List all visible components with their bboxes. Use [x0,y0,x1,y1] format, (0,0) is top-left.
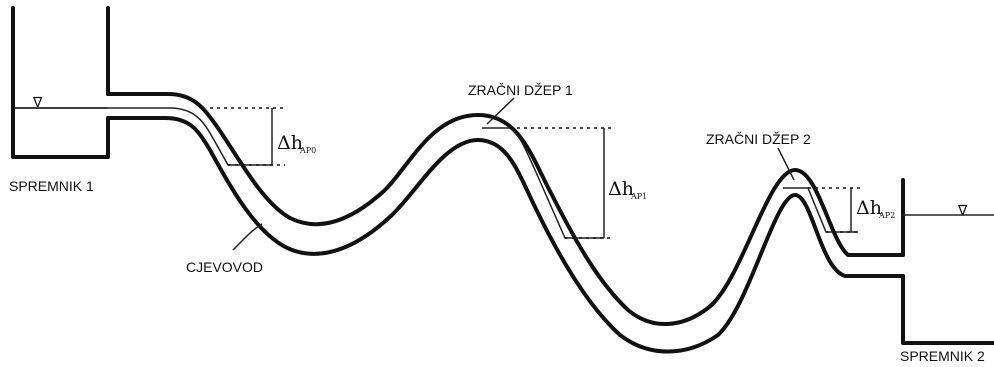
air-pocket-2-leader [777,147,795,181]
tank-1-walls [11,6,110,159]
tank-2-label: SPREMNIK 2 [900,348,985,364]
air-pocket-1-leader [486,97,515,125]
delta-h-ap0-symbol: Δh [277,132,303,154]
air-pocket-1-label: ZRAČNI DŽEP 1 [468,82,573,98]
tank-1: ∇ SPREMNIK 1 [9,6,110,194]
delta-h-ap0-subscript: AP0 [299,146,316,155]
delta-h-ap1-subscript: AP1 [630,192,647,201]
tank-2-water-symbol: ∇ [957,202,968,218]
delta-h-ap0: Δh AP0 [210,107,316,166]
air-pocket-1-label-group: ZRAČNI DŽEP 1 [468,82,573,125]
delta-h-ap1-symbol: Δh [608,178,634,200]
tank-2: ∇ SPREMNIK 2 [900,178,994,364]
pipe-label: CJEVOVOD [186,259,263,275]
pipe-leader-line [232,223,263,251]
air-pocket-2-label-group: ZRAČNI DŽEP 2 [706,131,811,181]
pipe-bottom-wall [106,116,905,354]
tank-2-walls [901,178,994,345]
pipe-label-group: CJEVOVOD [186,223,263,275]
delta-h-ap2: Δh AP2 [808,187,895,233]
air-pocket-2-label: ZRAČNI DŽEP 2 [706,131,811,147]
tank-1-label: SPREMNIK 1 [9,178,94,194]
delta-h-ap2-subscript: AP2 [878,211,895,220]
water-line-segment-1 [13,107,272,166]
tank-1-water-symbol: ∇ [32,94,43,110]
delta-h-ap1: Δh AP1 [510,127,647,239]
pipe-top-wall [106,92,905,326]
delta-h-ap2-symbol: Δh [856,197,882,219]
